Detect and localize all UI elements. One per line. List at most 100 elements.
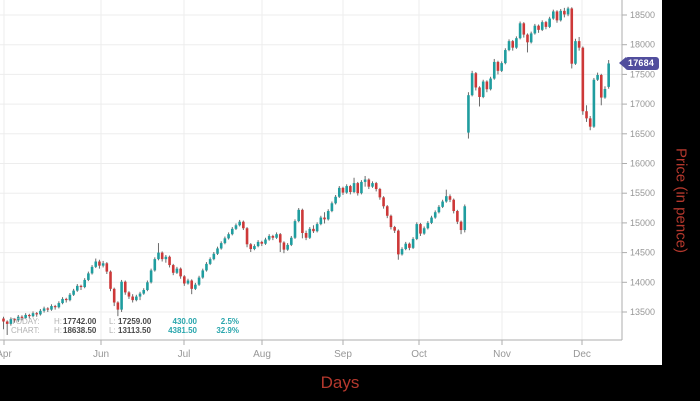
- candle-up: [463, 206, 467, 231]
- candle-up: [68, 294, 72, 301]
- legend-today-low: 17259.00: [118, 317, 152, 326]
- candle-up: [481, 81, 485, 97]
- candle-up: [256, 241, 260, 247]
- candle-up: [437, 206, 441, 213]
- y-tick-label: 14000: [630, 277, 655, 287]
- candle-up: [441, 201, 444, 207]
- candle-up: [566, 8, 570, 15]
- candle-up: [175, 268, 179, 273]
- candle-up: [422, 228, 426, 234]
- candle-up: [415, 224, 419, 239]
- candle-up: [290, 237, 293, 245]
- candle-down: [282, 242, 286, 250]
- candle-down: [378, 189, 382, 198]
- y-tick-label: 15000: [630, 218, 655, 228]
- candle-up: [352, 183, 356, 193]
- candle-down: [474, 73, 478, 88]
- candle-down: [356, 183, 360, 194]
- candle-down: [393, 227, 396, 231]
- candle-up: [39, 310, 42, 315]
- candle-up: [149, 270, 153, 283]
- candle-down: [522, 23, 526, 35]
- candle-up: [227, 234, 230, 239]
- candle-up: [363, 179, 367, 182]
- candle-up: [194, 284, 197, 289]
- candle-down: [53, 306, 57, 308]
- legend-today-pct: 2.5%: [220, 317, 239, 326]
- candle-up: [24, 314, 27, 318]
- y-tick-label: 18000: [630, 40, 655, 50]
- candle-down: [160, 252, 164, 260]
- candle-up: [315, 224, 319, 232]
- price-tag-arrow-icon: [619, 57, 626, 70]
- candle-down: [419, 224, 422, 234]
- candle-up: [492, 61, 496, 79]
- candle-up: [267, 235, 271, 240]
- legend-low-label: L:: [109, 326, 116, 335]
- legend-high-label: H:: [54, 326, 62, 335]
- candle-down: [588, 118, 592, 127]
- legend-high-label: H:: [54, 317, 62, 326]
- legend-chart-low: 13113.50: [118, 326, 151, 335]
- candle-down: [397, 230, 400, 255]
- candle-up: [426, 222, 430, 229]
- candle-up: [253, 246, 256, 250]
- candle-up: [337, 187, 341, 197]
- candle-up: [153, 259, 157, 271]
- legend-chart-change: 4381.50: [168, 326, 197, 335]
- candle-up: [607, 63, 610, 87]
- candle-up: [500, 63, 503, 71]
- y-tick-label: 18500: [630, 10, 655, 20]
- candle-down: [456, 211, 459, 222]
- y-tick-label: 16500: [630, 129, 655, 139]
- candle-up: [101, 263, 105, 266]
- candle-down: [249, 244, 253, 250]
- candle-up: [230, 228, 234, 235]
- legend-row-chart: CHART: H: 18638.50 L: 13113.50 4381.50 3…: [11, 326, 251, 335]
- candle-down: [389, 215, 393, 228]
- x-tick-label-apr: Apr: [0, 349, 12, 360]
- candle-up: [548, 18, 551, 27]
- candle-down: [577, 41, 581, 48]
- candle-down: [278, 234, 282, 243]
- candle-down: [35, 313, 39, 315]
- candle-down: [5, 321, 9, 324]
- candle-down: [485, 81, 489, 90]
- x-tick-label-jun: Jun: [93, 349, 109, 360]
- candle-down: [537, 25, 540, 30]
- candle-down: [585, 111, 588, 119]
- candle-up: [533, 25, 537, 34]
- candle-up: [371, 183, 374, 187]
- ohlc-legend: TODAY: H: 17742.00 L: 17259.00 430.00 2.…: [11, 317, 251, 335]
- candle-down: [304, 232, 308, 238]
- y-tick-label: 15500: [630, 188, 655, 198]
- candle-down: [179, 268, 182, 277]
- candle-down: [46, 308, 50, 310]
- legend-today-high: 17742.00: [63, 317, 97, 326]
- candle-down: [478, 87, 481, 97]
- candle-up: [142, 290, 146, 294]
- candle-down: [28, 314, 31, 317]
- x-tick-label-nov: Nov: [493, 349, 511, 360]
- candle-up: [135, 296, 138, 301]
- candle-up: [334, 196, 337, 204]
- candle-down: [242, 221, 245, 229]
- candle-up: [574, 41, 577, 64]
- legend-today-label: TODAY:: [11, 317, 40, 326]
- candle-up: [157, 252, 160, 260]
- candle-down: [511, 41, 515, 48]
- candle-down: [2, 318, 5, 322]
- candle-down: [385, 206, 389, 216]
- candle-down: [374, 183, 378, 190]
- y-tick-label: 17000: [630, 99, 655, 109]
- candle-up: [83, 279, 86, 288]
- candle-up: [293, 221, 297, 238]
- candle-up: [212, 253, 216, 260]
- candle-up: [50, 306, 53, 310]
- candle-up: [16, 316, 20, 321]
- candle-up: [94, 261, 98, 267]
- candlestick-plot[interactable]: 18500 18000 17500 17000 16500 16000 15500 15000…: [0, 0, 662, 365]
- candle-up: [504, 50, 507, 64]
- legend-row-today: TODAY: H: 17742.00 L: 17259.00 430.00 2.…: [11, 317, 251, 326]
- candle-down: [544, 22, 548, 27]
